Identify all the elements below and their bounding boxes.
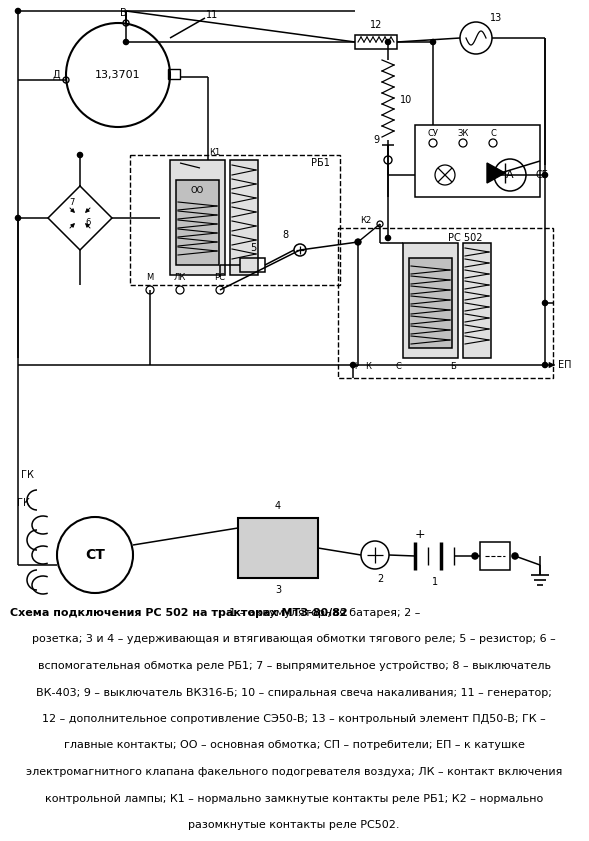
Text: К: К (365, 362, 371, 371)
Text: 1: 1 (432, 577, 438, 587)
Bar (130, 155, 340, 285)
Text: 6: 6 (85, 218, 91, 226)
Text: 7: 7 (70, 198, 75, 207)
Text: 10: 10 (400, 95, 412, 105)
Text: розетка; 3 и 4 – удерживающая и втягивающая обмотки тягового реле; 5 – резистор;: розетка; 3 и 4 – удерживающая и втягиваю… (32, 634, 556, 644)
Text: СГ: СГ (535, 170, 548, 180)
Text: К2: К2 (360, 215, 372, 225)
Text: 2: 2 (377, 574, 383, 584)
Bar (230, 160, 258, 275)
Text: 13: 13 (490, 13, 502, 23)
Text: ОО: ОО (190, 186, 204, 194)
Circle shape (350, 362, 356, 368)
Text: разомкнутые контакты реле РС502.: разомкнутые контакты реле РС502. (188, 820, 400, 830)
Text: +: + (415, 527, 425, 541)
Bar (240, 258, 265, 272)
Text: ЕП: ЕП (558, 360, 571, 370)
Text: : 1 – аккумуляторная батарея; 2 –: : 1 – аккумуляторная батарея; 2 – (221, 608, 420, 618)
Circle shape (542, 172, 548, 177)
Bar (415, 125, 540, 197)
Text: Б: Б (450, 362, 456, 371)
Circle shape (124, 40, 128, 45)
Text: 4: 4 (275, 501, 281, 511)
Text: С: С (395, 362, 401, 371)
Circle shape (431, 40, 435, 45)
Text: РБ1: РБ1 (311, 158, 330, 168)
Bar (409, 258, 452, 348)
Text: вспомогательная обмотка реле РБ1; 7 – выпрямительное устройство; 8 – выключатель: вспомогательная обмотка реле РБ1; 7 – вы… (38, 661, 551, 671)
Bar (355, 35, 397, 49)
Circle shape (385, 40, 391, 45)
Text: электромагнитного клапана факельного подогревателя воздуха; ЛК – контакт включен: электромагнитного клапана факельного под… (26, 767, 562, 777)
Text: 3: 3 (275, 585, 281, 595)
Bar (338, 228, 553, 378)
Text: Н: Н (350, 362, 356, 371)
Bar (176, 180, 219, 265)
Text: К1: К1 (209, 147, 220, 156)
Circle shape (542, 362, 548, 368)
Text: ГК: ГК (16, 498, 29, 508)
Bar (168, 69, 180, 79)
Bar (463, 243, 491, 358)
Circle shape (385, 235, 391, 241)
Text: В: В (120, 8, 127, 18)
Text: С: С (490, 129, 496, 137)
Text: 12: 12 (370, 20, 382, 30)
Text: Д: Д (52, 70, 60, 80)
Text: РС 502: РС 502 (448, 233, 482, 243)
Text: 11: 11 (206, 10, 218, 20)
Text: ЗК: ЗК (457, 129, 469, 137)
Text: ВК-403; 9 – выключатель ВК316-Б; 10 – спиральная свеча накаливания; 11 – генерат: ВК-403; 9 – выключатель ВК316-Б; 10 – сп… (36, 687, 552, 697)
Polygon shape (487, 163, 505, 183)
Circle shape (512, 553, 518, 559)
Bar (238, 518, 318, 578)
Circle shape (356, 240, 360, 245)
Text: 13,3701: 13,3701 (95, 70, 141, 80)
Text: РС: РС (214, 272, 226, 282)
Bar (403, 243, 458, 358)
Text: 12 – дополнительное сопротивление СЭ50-В; 13 – контрольный элемент ПД50-В; ГК –: 12 – дополнительное сопротивление СЭ50-В… (42, 714, 546, 724)
Text: контрольной лампы; К1 – нормально замкнутые контакты реле РБ1; К2 – нормально: контрольной лампы; К1 – нормально замкну… (45, 794, 543, 803)
Text: 5: 5 (250, 243, 256, 253)
Text: СТ: СТ (85, 548, 105, 562)
Circle shape (78, 152, 82, 157)
Circle shape (472, 553, 478, 559)
Text: главные контакты; ОО – основная обмотка; СП – потребители; ЕП – к катушке: главные контакты; ОО – основная обмотка;… (64, 740, 524, 750)
Text: Схема подключения РС 502 на тракторах МТЗ-80/82: Схема подключения РС 502 на тракторах МТ… (10, 608, 348, 618)
Text: 8: 8 (282, 230, 288, 240)
Bar (480, 542, 510, 570)
Circle shape (542, 300, 548, 305)
Bar (170, 160, 225, 275)
Text: М: М (147, 272, 154, 282)
Text: ГК: ГК (21, 470, 34, 480)
Circle shape (15, 8, 21, 13)
Text: ЛК: ЛК (174, 272, 186, 282)
Text: СУ: СУ (428, 129, 438, 137)
Text: 9: 9 (373, 135, 379, 145)
Text: А: А (506, 170, 514, 180)
Circle shape (15, 215, 21, 220)
